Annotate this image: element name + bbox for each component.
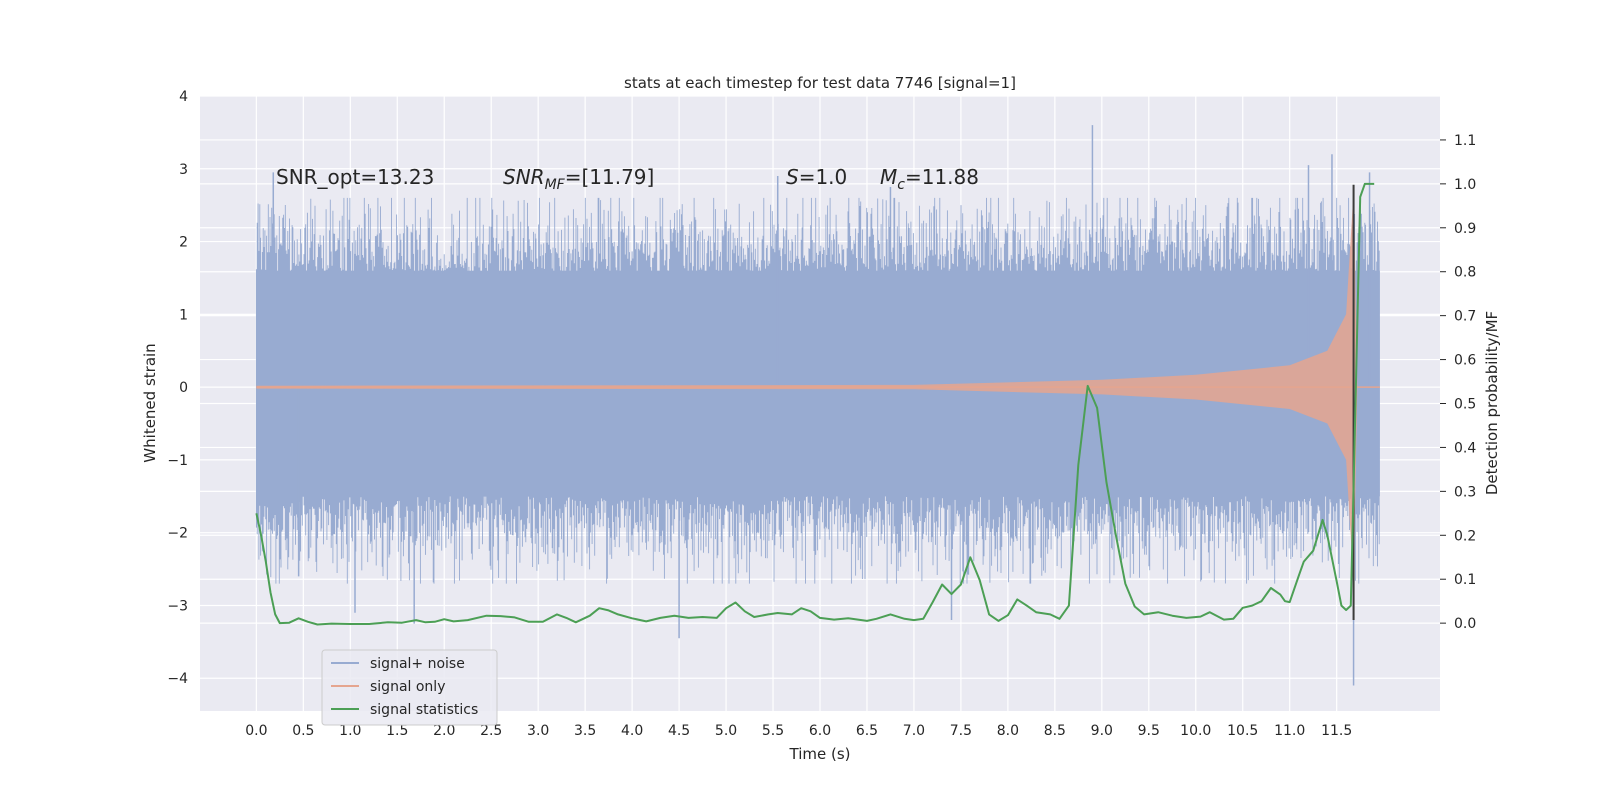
annotations: SNR_opt=13.23 SNRMF=[11.79] S=1.0 Mc=11.… bbox=[276, 165, 979, 193]
annotation-snr-mf-sub: MF bbox=[545, 177, 566, 193]
x-tick-label: 3.0 bbox=[527, 723, 549, 739]
y-tick-label: 0 bbox=[179, 380, 188, 396]
y-tick-label: −1 bbox=[167, 453, 188, 469]
y-axis-label: Whitened strain bbox=[141, 343, 159, 462]
x-tick-label: 1.5 bbox=[386, 723, 408, 739]
x-tick-label: 0.5 bbox=[292, 723, 314, 739]
y-axis-ticks: 4 3 2 1 0 −1 −2 −3 −4 bbox=[167, 89, 188, 687]
annotation-snr-opt: SNR_opt=13.23 bbox=[276, 165, 434, 189]
annotation-mc: Mc=11.88 bbox=[880, 165, 979, 193]
y-tick-label: 4 bbox=[179, 89, 188, 105]
y-tick-label: −4 bbox=[167, 671, 188, 687]
x-tick-label: 10.0 bbox=[1180, 723, 1211, 739]
signal-only-series bbox=[256, 184, 1380, 621]
right-tick-label: 0.7 bbox=[1454, 309, 1476, 325]
x-tick-label: 9.5 bbox=[1138, 723, 1160, 739]
legend-label-signal-statistics: signal statistics bbox=[370, 702, 478, 718]
annotation-s-main: S bbox=[786, 165, 799, 189]
annotation-s-value: =1.0 bbox=[799, 165, 848, 189]
x-tick-label: 2.0 bbox=[433, 723, 455, 739]
y-tick-label: 2 bbox=[179, 235, 188, 251]
right-tick-label: 0.8 bbox=[1454, 265, 1476, 281]
x-tick-label: 1.0 bbox=[339, 723, 361, 739]
annotation-mc-sub: c bbox=[897, 177, 905, 193]
x-tick-label: 9.0 bbox=[1091, 723, 1113, 739]
annotation-mc-value: =11.88 bbox=[905, 165, 979, 189]
x-axis-label: Time (s) bbox=[789, 745, 851, 763]
statistics-line bbox=[255, 182, 1375, 626]
annotation-s: S=1.0 bbox=[786, 165, 847, 189]
x-tick-label: 3.5 bbox=[574, 723, 596, 739]
x-tick-label: 7.0 bbox=[903, 723, 925, 739]
y-tick-label: 3 bbox=[179, 162, 188, 178]
y-tick-label: −2 bbox=[167, 526, 188, 542]
annotation-snr-mf: SNRMF=[11.79] bbox=[503, 165, 654, 193]
right-axis-label: Detection probability/MF bbox=[1483, 311, 1501, 495]
x-tick-label: 5.5 bbox=[762, 723, 784, 739]
x-tick-label: 11.5 bbox=[1321, 723, 1352, 739]
x-tick-label: 7.5 bbox=[950, 723, 972, 739]
x-tick-label: 4.0 bbox=[621, 723, 643, 739]
right-tick-label: 0.4 bbox=[1454, 440, 1476, 456]
annotation-snr-mf-value: =[11.79] bbox=[565, 165, 655, 189]
x-tick-label: 6.0 bbox=[809, 723, 831, 739]
chart-title: stats at each timestep for test data 774… bbox=[624, 74, 1016, 92]
annotation-mc-main: M bbox=[880, 165, 897, 189]
legend-box bbox=[321, 649, 498, 726]
x-tick-label: 2.5 bbox=[480, 723, 502, 739]
x-tick-label: 5.0 bbox=[715, 723, 737, 739]
x-tick-label: 8.5 bbox=[1044, 723, 1066, 739]
y-tick-label: −3 bbox=[167, 598, 188, 614]
x-tick-label: 8.0 bbox=[997, 723, 1019, 739]
right-tick-label: 0.1 bbox=[1454, 572, 1476, 588]
right-tick-label: 1.0 bbox=[1454, 177, 1476, 193]
annotation-snr-mf-main: SNR bbox=[503, 165, 545, 189]
right-axis-ticks: 1.1 1.0 0.9 0.8 0.7 0.6 0.5 0.4 0.3 0.2 0.1 0.0 bbox=[1440, 133, 1476, 632]
right-tick-label: 0.5 bbox=[1454, 397, 1476, 413]
right-tick-label: 0.2 bbox=[1454, 528, 1476, 544]
x-tick-label: 10.5 bbox=[1227, 723, 1258, 739]
legend: signal+ noise signal only signal statist… bbox=[321, 649, 498, 726]
legend-label-signal-only: signal only bbox=[370, 679, 445, 695]
right-tick-label: 0.3 bbox=[1454, 484, 1476, 500]
signal-statistics-series bbox=[255, 182, 1375, 626]
right-tick-label: 1.1 bbox=[1454, 133, 1476, 149]
x-axis-ticks: 0.0 0.5 1.0 1.5 2.0 2.5 3.0 3.5 4.0 4.5 5.0 5.5 6.0 6… bbox=[245, 723, 1352, 739]
right-tick-label: 0.0 bbox=[1454, 616, 1476, 632]
x-tick-label: 4.5 bbox=[668, 723, 690, 739]
x-tick-label: 6.5 bbox=[856, 723, 878, 739]
right-tick-label: 0.6 bbox=[1454, 353, 1476, 369]
legend-label-signal-noise: signal+ noise bbox=[370, 656, 465, 672]
y-tick-label: 1 bbox=[179, 307, 188, 323]
right-tick-label: 0.9 bbox=[1454, 221, 1476, 237]
x-tick-label: 0.0 bbox=[245, 723, 267, 739]
x-tick-label: 11.0 bbox=[1274, 723, 1305, 739]
